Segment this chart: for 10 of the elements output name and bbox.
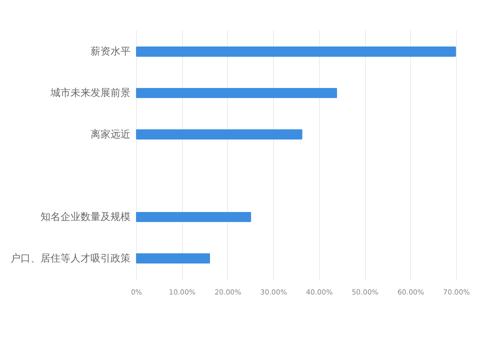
bar xyxy=(136,88,338,98)
bar xyxy=(136,129,302,140)
bar xyxy=(136,212,252,222)
y-tick-label: 离家远近 xyxy=(90,128,130,140)
y-tick-label: 知名企业数量及规模 xyxy=(40,210,130,223)
bar xyxy=(136,46,456,57)
y-tick-label: 户口、居住等人才吸引政策 xyxy=(10,252,130,264)
y-tick-label: 城市未来发展前景 xyxy=(50,87,130,100)
y-tick-label: 薪资水平 xyxy=(90,46,130,58)
bar xyxy=(136,253,210,264)
